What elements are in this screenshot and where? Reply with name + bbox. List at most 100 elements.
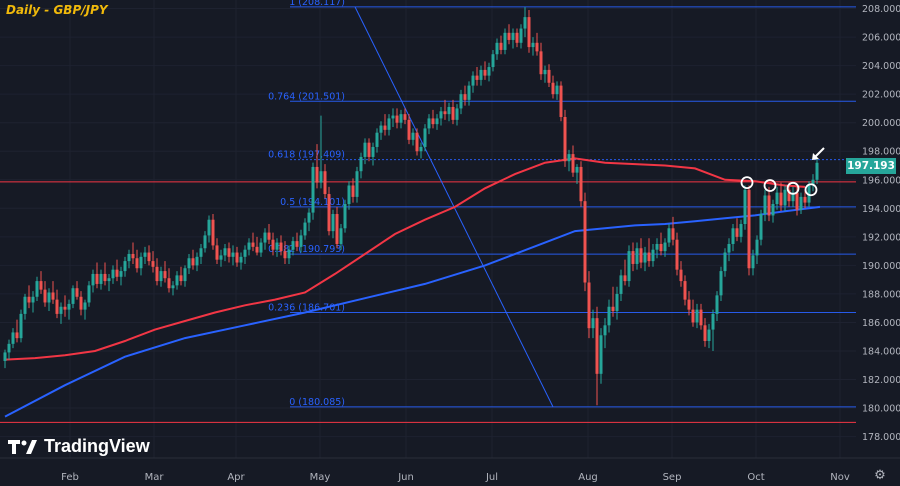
candle-body xyxy=(595,318,599,374)
candle-body xyxy=(455,108,459,120)
candle-body xyxy=(279,242,283,252)
candle-body xyxy=(343,204,347,229)
candle-body xyxy=(495,42,499,55)
candle-body xyxy=(19,313,23,339)
price-tick-label: 198.000 xyxy=(862,147,900,158)
candle-body xyxy=(799,196,803,210)
candle-body xyxy=(703,325,707,342)
candle-body xyxy=(251,242,255,247)
price-tick-label: 184.000 xyxy=(862,346,900,357)
candle-body xyxy=(179,275,183,282)
candle-body xyxy=(311,166,315,213)
candle-body xyxy=(307,212,311,223)
candle-body xyxy=(351,185,355,197)
price-tick-label: 180.000 xyxy=(862,404,900,415)
candle-body xyxy=(771,204,775,216)
candle-body xyxy=(371,146,375,157)
candle-body xyxy=(543,69,547,75)
candle-body xyxy=(151,261,155,267)
candle-body xyxy=(787,189,791,202)
candle-body xyxy=(779,192,783,206)
candle-body xyxy=(223,248,227,256)
candle-body xyxy=(127,253,131,262)
candlesticks xyxy=(3,7,819,406)
candle-body xyxy=(583,201,587,283)
candle-body xyxy=(51,292,55,300)
candle-body xyxy=(131,253,135,259)
candle-body xyxy=(707,329,711,342)
candle-body xyxy=(507,32,511,40)
candle-body xyxy=(415,132,419,152)
candle-body xyxy=(139,256,143,269)
candle-body xyxy=(487,67,491,76)
candle-body xyxy=(643,252,647,263)
candle-body xyxy=(27,296,31,303)
candle-body xyxy=(739,224,743,237)
brand-name: TradingView xyxy=(44,436,150,456)
candle-body xyxy=(327,194,331,232)
candle-body xyxy=(679,269,683,282)
tradingview-logo-icon xyxy=(8,439,37,454)
annotation-circle xyxy=(804,183,818,197)
candle-body xyxy=(335,214,339,244)
candle-body xyxy=(215,245,219,260)
candle-body xyxy=(635,248,639,264)
candle-body xyxy=(467,85,471,100)
candle-body xyxy=(347,185,351,205)
price-tick-label: 206.000 xyxy=(862,33,900,44)
horizontal-lines[interactable] xyxy=(0,181,856,423)
price-axis-background xyxy=(856,0,900,458)
candle-body xyxy=(331,214,335,232)
price-tick-label: 204.000 xyxy=(862,61,900,72)
candle-body xyxy=(519,28,523,43)
annotations xyxy=(740,176,818,197)
candle-body xyxy=(367,142,371,157)
candle-body xyxy=(747,189,751,269)
candle-body xyxy=(147,252,151,262)
candle-body xyxy=(95,273,99,284)
candle-body xyxy=(671,228,675,240)
candle-body xyxy=(723,252,727,272)
candle-body xyxy=(783,189,787,206)
candle-body xyxy=(631,251,635,264)
candle-body xyxy=(479,69,483,80)
candle-body xyxy=(699,309,703,326)
candle-body xyxy=(3,352,7,361)
ma-blue-line xyxy=(4,205,821,418)
candle-body xyxy=(103,273,107,282)
candle-body xyxy=(123,261,127,272)
candle-body xyxy=(407,119,411,140)
gear-icon[interactable]: ⚙ xyxy=(874,468,886,483)
candle-body xyxy=(471,75,475,86)
candle-body xyxy=(263,232,267,243)
candle-body xyxy=(667,228,671,243)
month-tick-label: Feb xyxy=(61,472,79,483)
time-axis[interactable]: Feb Mar Apr May Jun Jul Aug Sep Oct Nov xyxy=(0,457,900,483)
candle-body xyxy=(563,116,567,162)
candle-body xyxy=(735,228,739,237)
candle-body xyxy=(191,258,195,266)
candle-body xyxy=(239,256,243,263)
candle-body xyxy=(275,242,279,250)
candle-body xyxy=(547,69,551,83)
candle-body xyxy=(655,243,659,250)
candle-body xyxy=(475,75,479,80)
candle-body xyxy=(803,196,807,203)
candle-body xyxy=(659,243,663,252)
tradingview-brand[interactable]: TradingView xyxy=(8,436,150,457)
candle-body xyxy=(567,154,571,162)
candle-body xyxy=(439,111,443,119)
candle-body xyxy=(791,192,795,202)
candle-body xyxy=(247,242,251,250)
candle-body xyxy=(319,171,323,183)
candle-body xyxy=(59,306,63,314)
candle-body xyxy=(323,171,327,195)
candle-body xyxy=(47,292,51,303)
candle-body xyxy=(43,289,47,303)
candle-body xyxy=(315,166,319,183)
candle-body xyxy=(727,243,731,253)
price-axis[interactable]: 178.000 180.000 182.000 184.000 186.000 188.0… xyxy=(856,0,900,458)
candle-body xyxy=(683,281,687,300)
